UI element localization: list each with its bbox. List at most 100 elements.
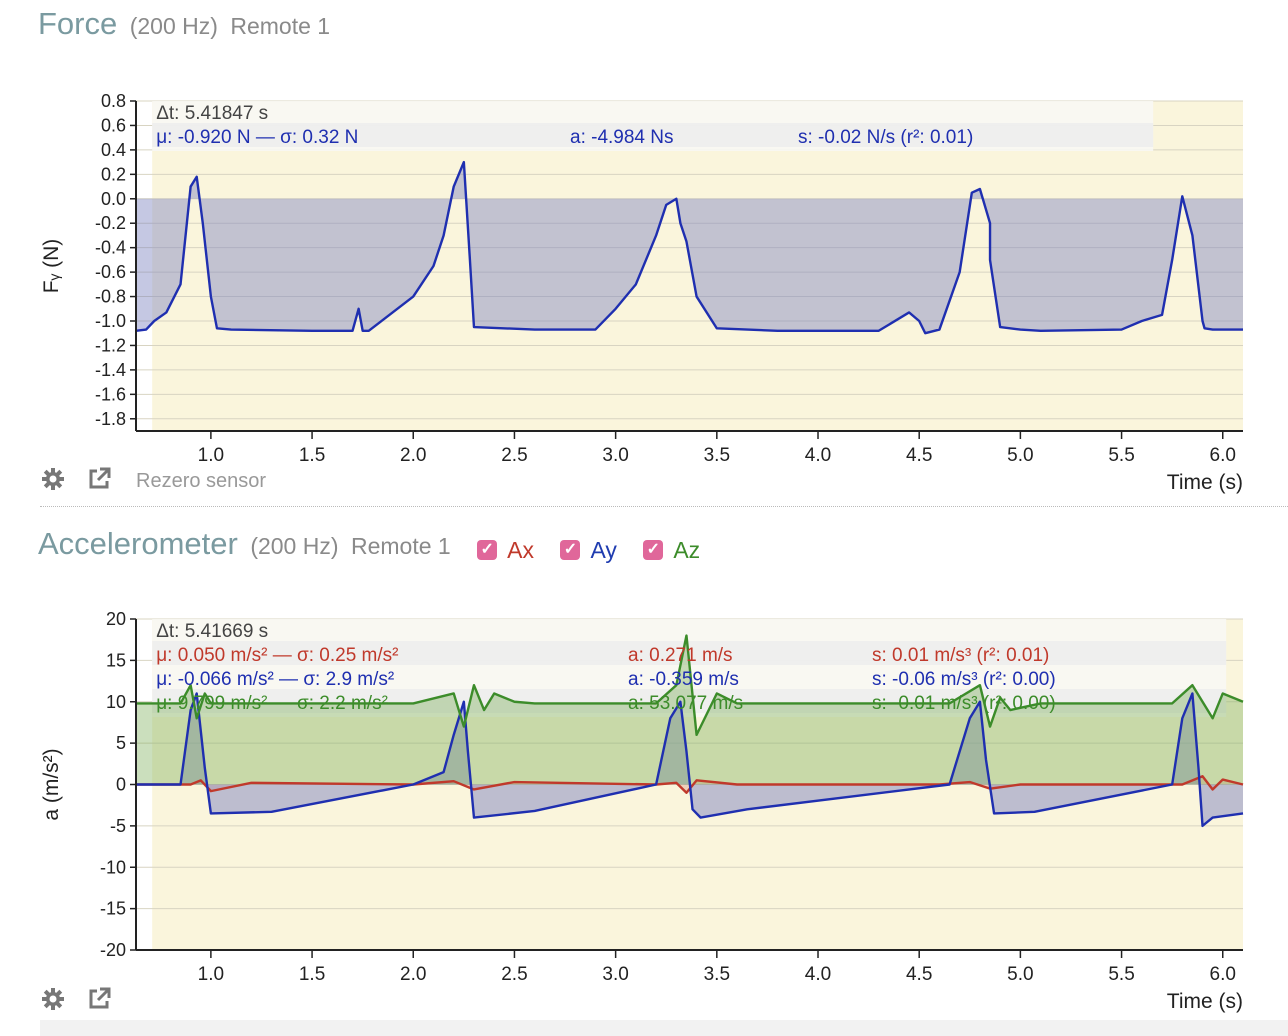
stat-slope: s: 0.01 m/s³ (r²: 0.01) — [872, 645, 1049, 666]
y-tick-label: -0.4 — [95, 238, 126, 258]
stat-mean: μ: 0.050 m/s² — σ: 0.25 m/s² — [156, 645, 398, 666]
external-link-icon[interactable] — [86, 466, 112, 492]
accel-panel-title: Accelerometer (200 Hz) Remote 1 ✓ Ax ✓ Ay … — [38, 526, 700, 564]
series-line-fy — [135, 160, 1243, 335]
series-line-Ay — [136, 692, 1244, 828]
x-tick-label: 5.5 — [1108, 445, 1134, 466]
y-tick-label: -0.2 — [95, 213, 126, 233]
force-chart[interactable]: Δt: 5.41847 s μ: -0.920 N — σ: 0.32 N a: -… — [0, 0, 1288, 500]
series-fill-fy — [136, 162, 1243, 334]
stat-slope: s: -0.01 m/s³ (r²: 0.00) — [872, 693, 1056, 714]
x-tick-label: 5.5 — [1108, 964, 1134, 985]
y-tick-label: -1.6 — [95, 384, 126, 404]
y-tick-label: 20 — [106, 609, 126, 629]
series-line-Az — [136, 634, 1244, 737]
accel-title: Accelerometer — [38, 526, 238, 561]
x-tick-label: 4.5 — [906, 964, 932, 985]
y-tick-label: -0.6 — [95, 262, 126, 282]
stat-area: a: 0.271 m/s — [628, 645, 733, 666]
stat-slope: s: -0.02 N/s (r²: 0.01) — [798, 127, 973, 148]
stat-area: a: -4.984 Ns — [570, 127, 674, 148]
y-tick-label: -1.0 — [95, 311, 126, 331]
bottom-scrollbar[interactable] — [40, 1020, 1288, 1036]
az-label: Az — [673, 536, 701, 563]
y-tick-label: -1.2 — [95, 335, 126, 355]
y-tick-label: -1.4 — [95, 360, 126, 380]
y-tick-label: 0 — [116, 775, 126, 795]
stats-row-bg — [152, 689, 1227, 713]
gear-icon[interactable] — [40, 986, 66, 1012]
ay-label: Ay — [590, 536, 617, 563]
force-title: Force — [38, 6, 118, 41]
ax-checkbox[interactable]: ✓ Ax — [477, 537, 534, 564]
x-tick-label: 1.0 — [198, 964, 224, 985]
y-tick-label: 0.4 — [101, 140, 126, 160]
stat-dt: Δt: 5.41669 s — [156, 621, 268, 642]
y-tick-label: 10 — [106, 692, 126, 712]
y-tick-label: -15 — [100, 899, 126, 919]
stat-area: a: 53.077 m/s — [628, 693, 743, 714]
force-device: Remote 1 — [230, 13, 331, 39]
series-fill-Az — [136, 635, 1243, 785]
x-tick-label: 4.0 — [805, 964, 831, 985]
stat-mean: μ: -0.066 m/s² — σ: 2.9 m/s² — [156, 669, 394, 690]
y-axis-label: Fᵧ (N) — [40, 239, 63, 294]
x-tick-label: 1.5 — [299, 964, 325, 985]
y-tick-label: -1.8 — [95, 409, 126, 429]
y-tick-label: 0.0 — [101, 189, 126, 209]
x-tick-label: 3.5 — [704, 964, 730, 985]
az-checkbox[interactable]: ✓ Az — [643, 537, 700, 564]
x-tick-label: 4.0 — [805, 445, 831, 466]
stat-slope: s: -0.06 m/s³ (r²: 0.00) — [872, 669, 1056, 690]
panel-divider — [40, 506, 1288, 507]
ax-label: Ax — [507, 536, 534, 563]
stat-dt: Δt: 5.41847 s — [156, 103, 268, 124]
x-tick-label: 3.0 — [602, 964, 628, 985]
y-tick-label: -5 — [110, 816, 126, 836]
y-axis-label: a (m/s²) — [40, 748, 63, 820]
checkmark-icon: ✓ — [643, 540, 664, 560]
external-link-icon[interactable] — [86, 986, 112, 1012]
y-tick-label: -10 — [100, 857, 126, 877]
x-tick-label: 4.5 — [906, 445, 932, 466]
ay-checkbox[interactable]: ✓ Ay — [560, 536, 617, 564]
x-tick-label: 3.5 — [704, 445, 730, 466]
y-tick-label: 15 — [106, 650, 126, 670]
rezero-sensor-button[interactable]: Rezero sensor — [136, 470, 267, 492]
x-tick-label: 5.0 — [1007, 964, 1033, 985]
force-rate: (200 Hz) — [129, 13, 218, 39]
x-tick-label: 2.5 — [501, 445, 527, 466]
accel-device: Remote 1 — [350, 533, 451, 559]
x-tick-label: 3.0 — [602, 445, 628, 466]
checkmark-icon: ✓ — [477, 540, 498, 560]
x-tick-label: 1.0 — [198, 445, 224, 466]
selection-region — [152, 101, 1243, 431]
stat-area: a: -0.359 m/s — [628, 669, 739, 690]
x-tick-label: 1.5 — [299, 445, 325, 466]
stat-mean: μ: -0.920 N — σ: 0.32 N — [156, 127, 358, 148]
x-tick-label: 2.0 — [400, 445, 426, 466]
accel-footer — [40, 986, 1244, 1016]
stats-row-bg — [152, 123, 1154, 147]
y-tick-label: -0.8 — [95, 287, 126, 307]
y-tick-label: 0.2 — [101, 164, 126, 184]
x-tick-label: 6.0 — [1210, 964, 1236, 985]
force-panel-title: Force (200 Hz) Remote 1 — [38, 6, 330, 42]
y-tick-label: 5 — [116, 733, 126, 753]
x-axis-label: Time (s) — [1167, 990, 1243, 1013]
accel-rate: (200 Hz) — [250, 533, 339, 559]
y-tick-label: 0.8 — [101, 91, 126, 111]
stat-mean: μ: 9.799 m/s² — σ: 2.2 m/s² — [156, 693, 388, 714]
y-tick-label: 0.6 — [101, 115, 126, 135]
x-tick-label: 6.0 — [1210, 445, 1236, 466]
x-tick-label: 5.0 — [1007, 445, 1033, 466]
series-line-Ax — [136, 775, 1244, 794]
y-tick-label: -20 — [100, 940, 126, 960]
force-footer: Rezero sensor — [40, 466, 1244, 496]
x-axis-label: Time (s) — [1167, 471, 1243, 494]
x-tick-label: 2.0 — [400, 964, 426, 985]
checkmark-icon: ✓ — [560, 540, 581, 560]
x-tick-label: 2.5 — [501, 964, 527, 985]
gear-icon[interactable] — [40, 466, 66, 492]
